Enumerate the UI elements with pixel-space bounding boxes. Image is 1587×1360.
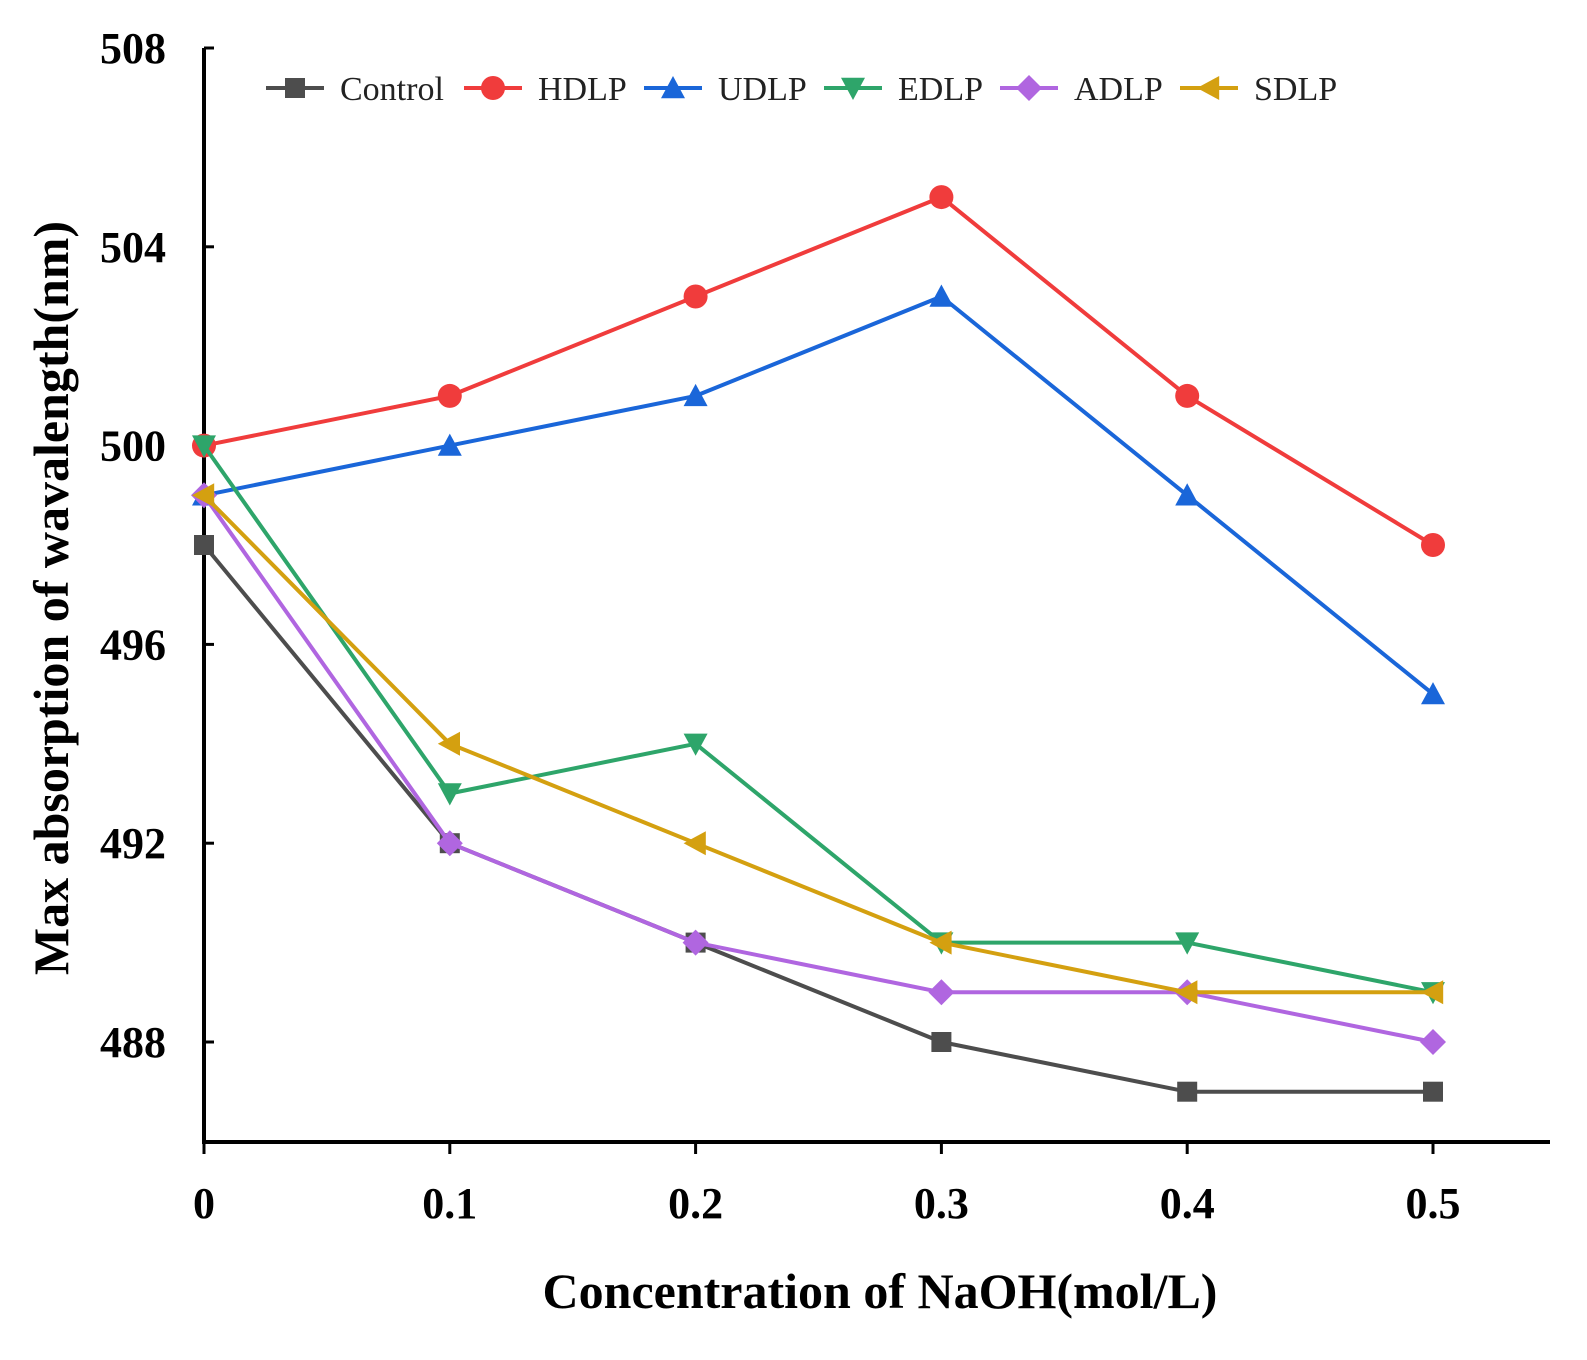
data-point-hdlp: [1421, 533, 1445, 557]
data-point-edlp: [683, 733, 708, 756]
legend-item-control: Control: [266, 71, 444, 108]
data-point-hdlp: [683, 284, 708, 309]
legend-marker-hdlp: [481, 76, 505, 100]
data-point-sdlp: [437, 731, 460, 756]
legend-item-edlp: EDLP: [824, 71, 983, 108]
series-sdlp: [192, 483, 1444, 1005]
series-line-udlp: [203, 294, 1435, 696]
series-adlp: [191, 482, 1446, 1055]
legend-marker-udlp: [661, 76, 685, 99]
y-tick-label: 504: [100, 223, 166, 272]
data-point-sdlp: [683, 831, 706, 856]
y-tick-label: 492: [100, 819, 166, 868]
x-tick-label: 0.4: [1160, 1179, 1215, 1228]
x-tick-label: 0.1: [422, 1179, 477, 1228]
x-tick-label: 0.3: [914, 1179, 969, 1228]
x-axis-ticks: 0 0.1 0.2 0.3 0.4 0.5: [193, 1142, 1461, 1228]
legend-item-udlp: UDLP: [644, 71, 807, 108]
y-tick-label: 488: [100, 1018, 166, 1067]
legend-label: SDLP: [1254, 71, 1337, 108]
data-point-adlp: [928, 979, 955, 1006]
series-line-hdlp: [203, 195, 1435, 547]
data-point-udlp: [683, 383, 708, 407]
data-point-udlp: [1175, 483, 1200, 506]
data-point-udlp: [1421, 682, 1445, 705]
legend-item-sdlp: SDLP: [1180, 71, 1337, 108]
data-point-edlp: [192, 435, 216, 458]
x-axis-title: Concentration of NaOH(mol/L): [543, 1263, 1218, 1319]
y-axis-title: Max absorption of wavalength(nm): [23, 221, 79, 975]
data-point-udlp: [437, 433, 462, 456]
data-point-hdlp: [437, 383, 462, 408]
legend-label: EDLP: [898, 71, 983, 108]
data-point-control: [1177, 1081, 1198, 1102]
legend-item-adlp: ADLP: [1000, 71, 1163, 108]
y-tick-label: 496: [100, 620, 166, 669]
data-point-sdlp: [929, 930, 952, 955]
legend-item-hdlp: HDLP: [464, 71, 627, 108]
x-tick-label: 0: [193, 1179, 215, 1228]
x-tick-label: 0.2: [668, 1179, 723, 1228]
legend-label: HDLP: [538, 71, 627, 108]
legend-marker-adlp: [1016, 75, 1042, 101]
data-point-control: [194, 535, 214, 555]
data-point-adlp: [436, 830, 463, 857]
x-tick-label: 0.5: [1406, 1179, 1461, 1228]
data-point-control: [1423, 1081, 1443, 1102]
y-axis-ticks: 488 492 496 500 504 508: [100, 24, 214, 1067]
series-control: [194, 535, 1443, 1102]
data-point-adlp: [682, 929, 709, 956]
data-point-edlp: [1175, 932, 1200, 955]
axes: [202, 48, 1550, 1144]
series-group: [191, 185, 1446, 1102]
data-point-sdlp: [1175, 980, 1198, 1005]
series-line-sdlp: [202, 493, 1433, 995]
legend-marker-sdlp: [1197, 76, 1220, 100]
data-point-udlp: [929, 284, 954, 307]
data-point-hdlp: [929, 185, 954, 210]
legend-marker-edlp: [841, 77, 865, 100]
data-point-hdlp: [1175, 383, 1200, 408]
legend-label: ADLP: [1074, 71, 1163, 108]
y-tick-label: 508: [100, 24, 166, 73]
legend-label: Control: [340, 71, 444, 108]
series-line-adlp: [202, 494, 1434, 1044]
data-point-sdlp: [192, 483, 215, 508]
legend: Control HDLP UDLP EDLP ADLP SDLP: [266, 71, 1337, 108]
data-point-control: [931, 1032, 952, 1052]
series-line-control: [202, 543, 1433, 1094]
legend-label: UDLP: [718, 71, 807, 108]
legend-marker-control: [285, 78, 305, 98]
data-point-adlp: [1420, 1029, 1446, 1055]
series-line-edlp: [202, 444, 1434, 995]
series-hdlp: [192, 185, 1445, 557]
data-point-sdlp: [1421, 980, 1444, 1005]
y-tick-label: 500: [100, 422, 166, 471]
data-point-edlp: [437, 783, 462, 806]
series-edlp: [192, 435, 1445, 1005]
series-udlp: [192, 284, 1445, 705]
